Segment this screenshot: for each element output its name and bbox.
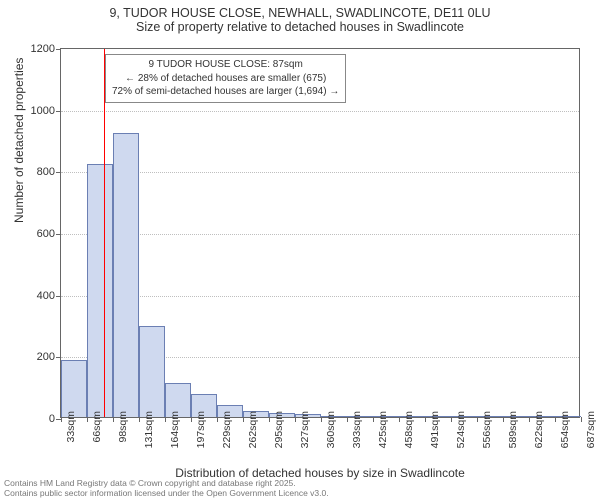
ytick-label: 400: [15, 290, 55, 302]
histogram-bar: [87, 164, 112, 417]
xtick-label: 589sqm: [507, 411, 519, 448]
histogram-bar: [139, 326, 165, 417]
footer: Contains HM Land Registry data © Crown c…: [4, 478, 329, 498]
xtick-label: 66sqm: [91, 411, 103, 443]
xtick-mark: [191, 417, 192, 422]
info-line3: 72% of semi-detached houses are larger (…: [112, 85, 339, 99]
y-axis-title: Number of detached properties: [12, 58, 26, 223]
info-box: 9 TUDOR HOUSE CLOSE: 87sqm ← 28% of deta…: [105, 54, 346, 103]
title-line2: Size of property relative to detached ho…: [10, 20, 590, 34]
xtick-label: 131sqm: [143, 411, 155, 448]
xtick-mark: [347, 417, 348, 422]
ytick-mark: [56, 357, 61, 358]
xtick-mark: [581, 417, 582, 422]
xtick-label: 98sqm: [117, 411, 129, 443]
xtick-label: 622sqm: [533, 411, 545, 448]
title-line1: 9, TUDOR HOUSE CLOSE, NEWHALL, SWADLINCO…: [10, 6, 590, 20]
xtick-mark: [113, 417, 114, 422]
xtick-mark: [451, 417, 452, 422]
histogram-bar: [113, 133, 139, 417]
xtick-label: 164sqm: [169, 411, 181, 448]
xtick-label: 197sqm: [195, 411, 207, 448]
xtick-mark: [373, 417, 374, 422]
xtick-label: 654sqm: [559, 411, 571, 448]
xtick-mark: [555, 417, 556, 422]
xtick-label: 556sqm: [481, 411, 493, 448]
xtick-mark: [425, 417, 426, 422]
xtick-label: 425sqm: [377, 411, 389, 448]
xtick-label: 327sqm: [299, 411, 311, 448]
xtick-mark: [477, 417, 478, 422]
footer-line1: Contains HM Land Registry data © Crown c…: [4, 478, 329, 488]
ytick-mark: [56, 296, 61, 297]
xtick-label: 524sqm: [455, 411, 467, 448]
plot-region: 02004006008001000120033sqm66sqm98sqm131s…: [60, 48, 580, 418]
gridline: [61, 111, 579, 112]
info-line2: ← 28% of detached houses are smaller (67…: [112, 72, 339, 86]
xtick-mark: [295, 417, 296, 422]
footer-line2: Contains public sector information licen…: [4, 488, 329, 498]
ytick-mark: [56, 172, 61, 173]
chart-area: 02004006008001000120033sqm66sqm98sqm131s…: [60, 48, 580, 418]
xtick-label: 360sqm: [325, 411, 337, 448]
xtick-mark: [139, 417, 140, 422]
histogram-bar: [61, 360, 87, 417]
ytick-label: 800: [15, 166, 55, 178]
xtick-label: 295sqm: [273, 411, 285, 448]
title-block: 9, TUDOR HOUSE CLOSE, NEWHALL, SWADLINCO…: [0, 0, 600, 36]
ytick-label: 200: [15, 351, 55, 363]
xtick-mark: [61, 417, 62, 422]
xtick-label: 262sqm: [247, 411, 259, 448]
xtick-mark: [529, 417, 530, 422]
info-line1: 9 TUDOR HOUSE CLOSE: 87sqm: [112, 58, 339, 72]
ytick-mark: [56, 234, 61, 235]
marker-line: [104, 49, 105, 417]
ytick-label: 1000: [15, 105, 55, 117]
xtick-label: 491sqm: [429, 411, 441, 448]
ytick-mark: [56, 111, 61, 112]
xtick-mark: [399, 417, 400, 422]
xtick-mark: [217, 417, 218, 422]
xtick-mark: [165, 417, 166, 422]
xtick-label: 229sqm: [221, 411, 233, 448]
xtick-label: 393sqm: [351, 411, 363, 448]
ytick-mark: [56, 49, 61, 50]
chart-container: 9, TUDOR HOUSE CLOSE, NEWHALL, SWADLINCO…: [0, 0, 600, 500]
ytick-label: 600: [15, 228, 55, 240]
xtick-label: 33sqm: [65, 411, 77, 443]
xtick-mark: [269, 417, 270, 422]
xtick-mark: [87, 417, 88, 422]
xtick-label: 458sqm: [403, 411, 415, 448]
ytick-label: 1200: [15, 43, 55, 55]
xtick-mark: [503, 417, 504, 422]
xtick-label: 687sqm: [585, 411, 597, 448]
ytick-label: 0: [15, 413, 55, 425]
xtick-mark: [321, 417, 322, 422]
xtick-mark: [243, 417, 244, 422]
